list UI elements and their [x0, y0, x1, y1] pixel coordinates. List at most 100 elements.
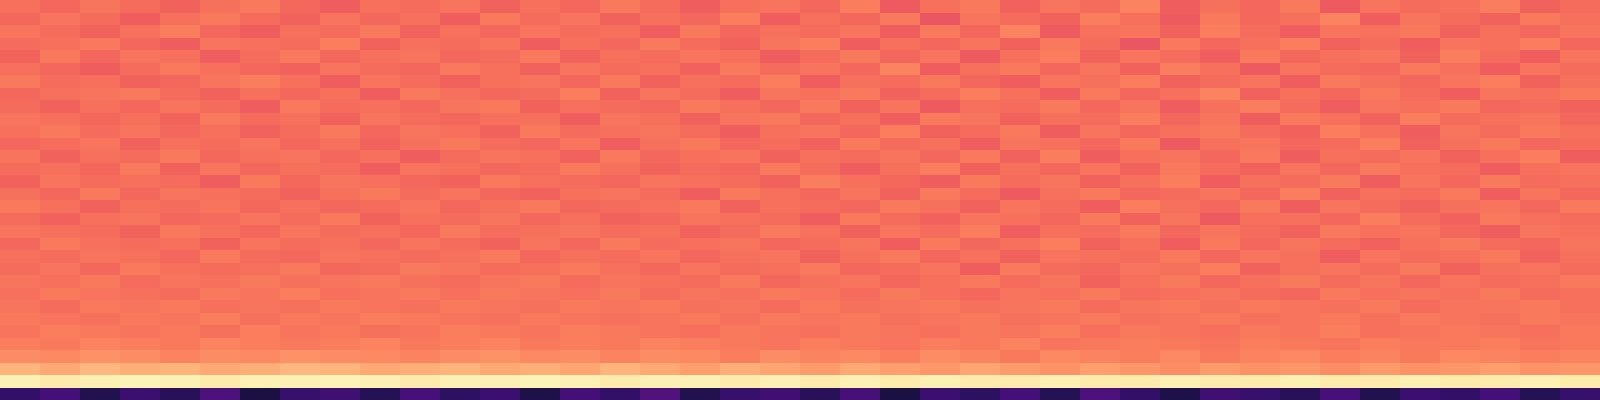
- heatmap-cell: [1120, 88, 1161, 101]
- heatmap-cell: [1560, 225, 1600, 238]
- heatmap-cell: [320, 375, 361, 388]
- heatmap-cell: [80, 188, 121, 201]
- heatmap-cell: [840, 113, 881, 126]
- heatmap-cell: [360, 363, 401, 376]
- heatmap-cell: [40, 363, 81, 376]
- heatmap-cell: [320, 163, 361, 176]
- heatmap-cell: [840, 238, 881, 251]
- heatmap-cell: [120, 325, 161, 338]
- heatmap-cell: [720, 263, 761, 276]
- heatmap-cell: [960, 300, 1001, 313]
- heatmap-cell: [200, 50, 241, 63]
- heatmap-cell: [1560, 175, 1600, 188]
- heatmap-cell: [1360, 13, 1401, 26]
- heatmap-cell: [160, 300, 201, 313]
- heatmap-cell: [1240, 225, 1281, 238]
- heatmap-cell: [240, 63, 281, 76]
- heatmap-cell: [1440, 50, 1481, 63]
- heatmap-cell: [200, 88, 241, 101]
- heatmap-cell: [40, 313, 81, 326]
- heatmap-cell: [400, 25, 441, 38]
- heatmap-cell: [280, 175, 321, 188]
- heatmap-cell: [1040, 325, 1081, 338]
- heatmap-cell: [1320, 125, 1361, 138]
- heatmap-cell: [1560, 25, 1600, 38]
- heatmap-cell: [1360, 188, 1401, 201]
- heatmap-cell: [1560, 313, 1600, 326]
- heatmap-cell: [440, 113, 481, 126]
- heatmap-cell: [1280, 325, 1321, 338]
- heatmap-cell: [1400, 38, 1441, 51]
- heatmap-cell: [1480, 13, 1521, 26]
- heatmap-cell: [1360, 225, 1401, 238]
- heatmap-cell: [520, 25, 561, 38]
- heatmap-cell: [1000, 375, 1041, 388]
- heatmap-cell: [640, 388, 681, 400]
- heatmap-cell: [1000, 313, 1041, 326]
- heatmap-cell: [1040, 363, 1081, 376]
- heatmap-cell: [960, 150, 1001, 163]
- heatmap-cell: [480, 288, 521, 301]
- heatmap-cell: [1040, 263, 1081, 276]
- heatmap-cell: [920, 138, 961, 151]
- heatmap-cell: [1520, 300, 1561, 313]
- heatmap-cell: [200, 163, 241, 176]
- heatmap-cell: [1480, 75, 1521, 88]
- heatmap-cell: [560, 300, 601, 313]
- heatmap-cell: [1240, 200, 1281, 213]
- heatmap-cell: [440, 263, 481, 276]
- heatmap-cell: [600, 138, 641, 151]
- heatmap-cell: [160, 0, 201, 13]
- heatmap-cell: [1360, 250, 1401, 263]
- heatmap-cell: [720, 188, 761, 201]
- heatmap-cell: [640, 325, 681, 338]
- heatmap-cell: [880, 363, 921, 376]
- heatmap-cell: [1160, 363, 1201, 376]
- heatmap-cell: [1520, 288, 1561, 301]
- heatmap-cell: [400, 250, 441, 263]
- heatmap-cell: [320, 138, 361, 151]
- heatmap-cell: [1360, 100, 1401, 113]
- heatmap-cell: [1440, 325, 1481, 338]
- heatmap-cell: [160, 113, 201, 126]
- heatmap-cell: [1240, 50, 1281, 63]
- heatmap-cell: [80, 275, 121, 288]
- heatmap-cell: [0, 75, 41, 88]
- heatmap-cell: [1440, 175, 1481, 188]
- heatmap-cell: [880, 13, 921, 26]
- heatmap-cell: [880, 238, 921, 251]
- heatmap-cell: [360, 138, 401, 151]
- heatmap-cell: [520, 100, 561, 113]
- heatmap-cell: [200, 150, 241, 163]
- heatmap-cell: [120, 188, 161, 201]
- heatmap-cell: [40, 0, 81, 13]
- heatmap-cell: [1360, 25, 1401, 38]
- heatmap-cell: [480, 238, 521, 251]
- heatmap-cell: [120, 238, 161, 251]
- heatmap-cell: [1080, 325, 1121, 338]
- heatmap-cell: [120, 50, 161, 63]
- heatmap-cell: [880, 338, 921, 351]
- heatmap-cell: [1320, 338, 1361, 351]
- heatmap-cell: [1000, 250, 1041, 263]
- heatmap-cell: [920, 225, 961, 238]
- heatmap-cell: [880, 300, 921, 313]
- heatmap-cell: [960, 138, 1001, 151]
- heatmap-cell: [40, 338, 81, 351]
- heatmap-cell: [600, 313, 641, 326]
- heatmap-cell: [1120, 50, 1161, 63]
- heatmap-cell: [40, 263, 81, 276]
- heatmap-cell: [1240, 75, 1281, 88]
- heatmap-cell: [280, 363, 321, 376]
- heatmap-cell: [360, 88, 401, 101]
- heatmap-cell: [760, 313, 801, 326]
- heatmap-cell: [240, 275, 281, 288]
- heatmap-cell: [880, 350, 921, 363]
- heatmap-cell: [1040, 138, 1081, 151]
- heatmap-cell: [1280, 275, 1321, 288]
- heatmap-cell: [600, 25, 641, 38]
- heatmap-cell: [80, 175, 121, 188]
- heatmap-cell: [40, 125, 81, 138]
- heatmap-cell: [1240, 338, 1281, 351]
- heatmap-cell: [120, 388, 161, 400]
